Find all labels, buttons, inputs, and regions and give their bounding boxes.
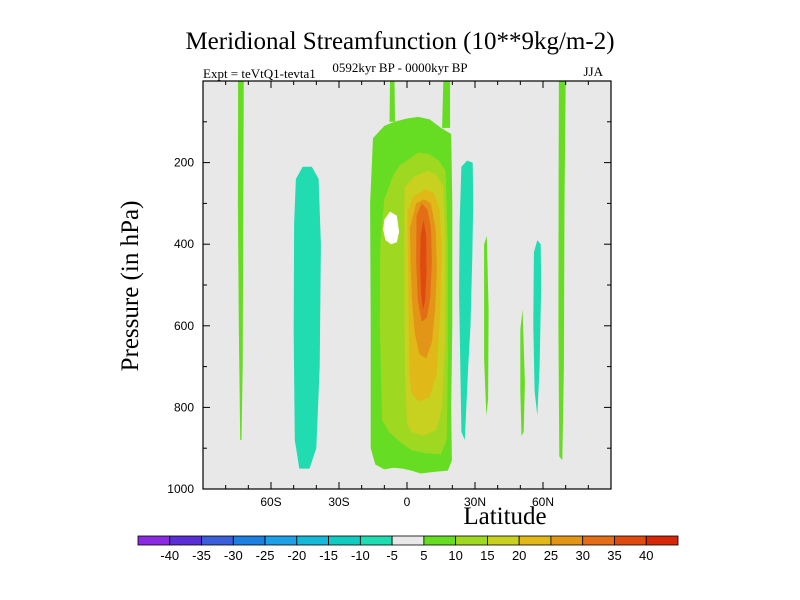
y-tick-label: 200: [174, 156, 194, 170]
colorbar-label: -40: [160, 548, 179, 563]
colorbar-swatch: [391, 535, 425, 546]
colorbar-label: -30: [224, 548, 243, 563]
colorbar-swatch: [455, 535, 488, 546]
colorbar-label: -15: [319, 548, 338, 563]
y-tick-label: 600: [174, 319, 194, 333]
colorbar-label: 40: [639, 548, 653, 563]
contour-strip-50n: [520, 309, 525, 436]
colorbar-swatch: [201, 535, 234, 546]
colorbar-label: 5: [420, 548, 427, 563]
contour-hole-10s: [383, 211, 400, 245]
colorbar-label: -5: [386, 548, 398, 563]
colorbar-label: 15: [480, 548, 494, 563]
contour-cell-25n: [459, 160, 474, 440]
colorbar-label: 35: [607, 548, 621, 563]
colorbar-label: 20: [512, 548, 526, 563]
colorbar-swatch: [328, 535, 361, 546]
colorbar-swatch: [518, 535, 552, 546]
y-tick-label: 1000: [167, 482, 194, 496]
colorbar-swatch: [582, 535, 615, 546]
colorbar-swatch: [232, 535, 266, 546]
colorbar-swatch: [296, 535, 329, 546]
contour-strip-40n: [484, 236, 489, 416]
contour-strip-73s: [237, 81, 244, 440]
contour-strip-68n: [558, 81, 566, 461]
colorbar-label: -35: [192, 548, 211, 563]
x-tick-label: 30N: [464, 495, 486, 509]
experiment-label: Expt = teVtQ1-tevta1: [203, 66, 316, 81]
colorbar-swatch: [645, 535, 679, 546]
chart-subtitle: 0592kyr BP - 0000kyr BP: [332, 60, 468, 75]
y-tick-label: 800: [174, 400, 194, 414]
colorbar-swatch: [487, 535, 520, 546]
x-tick-label: 60S: [260, 495, 281, 509]
x-axis: 60S 30S 0 30N 60N: [202, 81, 612, 509]
colorbar-swatch: [264, 535, 298, 546]
x-axis-label: Latitude: [463, 503, 547, 530]
colorbar-swatch: [614, 535, 647, 546]
y-axis: 200 400 600 800 1000: [167, 121, 611, 496]
colorbar-label: 10: [448, 548, 462, 563]
contour-cell-50s: [293, 166, 321, 469]
y-tick-label: 400: [174, 237, 194, 251]
colorbar-swatch: [137, 535, 171, 546]
x-tick-label: 60N: [532, 495, 554, 509]
contour-fill-group: [237, 81, 566, 474]
colorbar: -40 -35 -30 -25 -20 -15 -10 -5 5 10 15 20 25 30 35 40: [137, 535, 679, 563]
contour-level-35: [420, 219, 427, 310]
colorbar-label: -10: [351, 548, 370, 563]
chart-title: Meridional Streamfunction (10**9kg/m-2): [185, 28, 615, 55]
colorbar-label: -25: [256, 548, 275, 563]
colorbar-swatch: [169, 535, 202, 546]
contour-cap-18n: [442, 81, 451, 128]
colorbar-swatch: [359, 535, 393, 546]
colorbar-label: 25: [544, 548, 558, 563]
colorbar-label: 30: [575, 548, 589, 563]
colorbar-swatch: [550, 535, 584, 546]
x-tick-label: 30S: [328, 495, 349, 509]
contour-cell-57n: [533, 240, 542, 416]
colorbar-label: -20: [287, 548, 306, 563]
x-tick-label: 0: [404, 495, 411, 509]
colorbar-swatch: [423, 535, 457, 546]
season-label: JJA: [583, 64, 603, 79]
contour-cap-3s: [389, 81, 395, 122]
